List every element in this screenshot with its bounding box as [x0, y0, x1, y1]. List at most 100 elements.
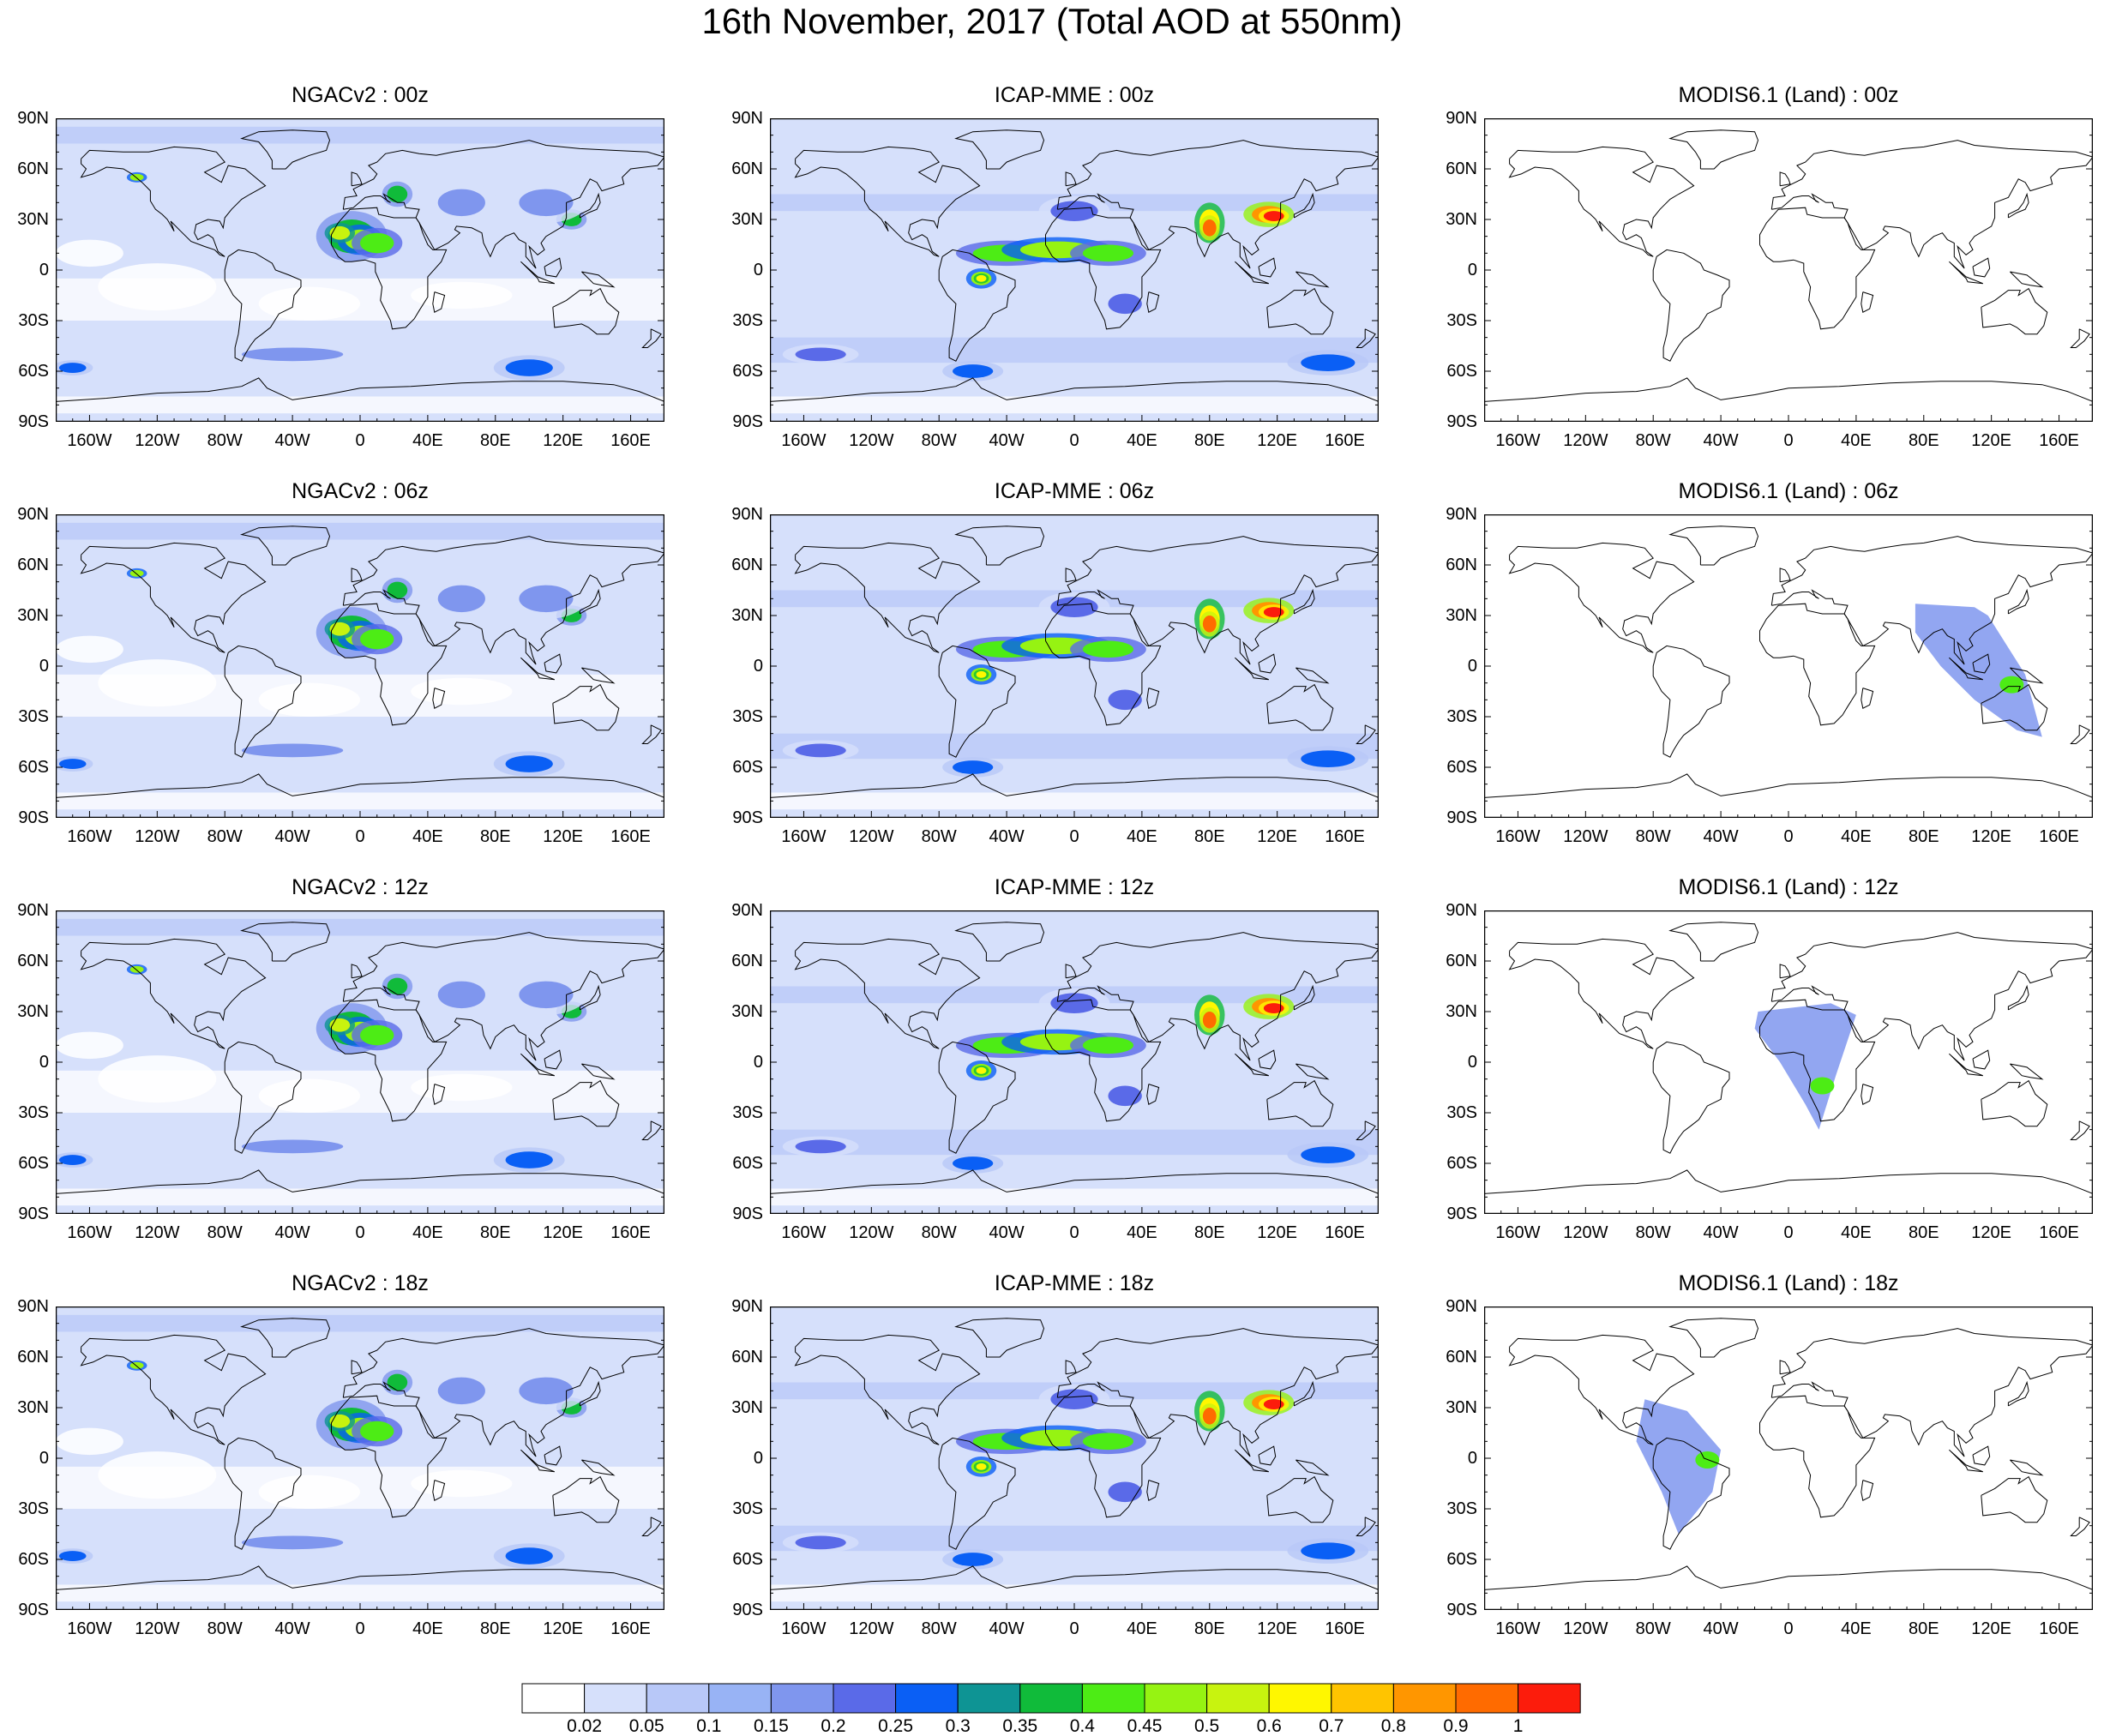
coastline — [2010, 1063, 2044, 1080]
colorbar-swatch — [1081, 1683, 1145, 1714]
lat-label: 60N — [1446, 1348, 1477, 1367]
lat-label: 60S — [1446, 758, 1477, 777]
aod-plume — [1202, 1012, 1217, 1029]
coastline — [938, 1041, 1016, 1154]
lon-label: 40W — [989, 827, 1025, 846]
aod-plume — [437, 981, 485, 1009]
lon-label: 160E — [610, 431, 651, 450]
coastline — [1652, 1041, 1730, 1154]
lon-label: 120E — [543, 431, 584, 450]
coastline — [2010, 271, 2044, 288]
coastline — [1056, 932, 1379, 1061]
lat-label: 30N — [1446, 210, 1477, 229]
lat-label: 60S — [732, 362, 763, 381]
coastline — [552, 1079, 620, 1127]
clean-air-patch — [56, 635, 123, 664]
colorbar-tick-label: 0.35 — [1002, 1716, 1038, 1736]
lat-label: 90N — [731, 109, 763, 128]
coastline — [1484, 773, 2093, 798]
lat-label: 0 — [39, 1449, 49, 1468]
aod-band — [56, 396, 664, 414]
lat-label: 60N — [731, 159, 763, 178]
aod-plume — [1050, 993, 1098, 1013]
lon-label: 40E — [412, 1223, 443, 1242]
coastline — [1146, 1084, 1160, 1105]
coastline — [1652, 645, 1730, 758]
lat-label: 30S — [1446, 311, 1477, 330]
lon-label: 40W — [274, 431, 310, 450]
coastline — [1266, 683, 1334, 731]
lon-label: 120W — [1563, 1619, 1608, 1638]
aod-band — [770, 1129, 1379, 1156]
coastline — [1045, 1395, 1162, 1518]
lat-label: 90S — [732, 412, 763, 431]
aod-plume — [1108, 689, 1142, 711]
colorbar-swatch — [521, 1683, 586, 1714]
coastline — [1981, 287, 2048, 335]
aod-plume — [795, 1535, 846, 1550]
coastline — [1779, 171, 1791, 187]
lat-label: 0 — [1467, 1053, 1477, 1072]
coastline — [1508, 542, 1695, 653]
lon-label: 160W — [67, 1223, 112, 1242]
coastline — [432, 1084, 446, 1105]
aod-plume — [58, 1155, 87, 1165]
coastline — [2007, 192, 2029, 219]
aod-plume — [129, 173, 144, 181]
coastline — [1981, 683, 2048, 731]
aod-plume — [1108, 293, 1142, 315]
coastline — [520, 1053, 555, 1077]
clean-air-patch — [98, 263, 217, 311]
lon-label: 160E — [610, 1619, 651, 1638]
aod-plume — [1202, 219, 1217, 237]
lat-label: 30N — [731, 210, 763, 229]
coastline — [80, 938, 267, 1049]
aod-plume — [953, 364, 994, 378]
aod-plume — [360, 1421, 394, 1442]
aod-plume — [795, 743, 846, 758]
colorbar-tick-label: 0.3 — [945, 1716, 971, 1736]
coastline — [552, 287, 620, 335]
lat-label: 0 — [1467, 261, 1477, 279]
colorbar-swatch — [1144, 1683, 1208, 1714]
lat-label: 60S — [1446, 362, 1477, 381]
lat-label: 60S — [18, 1550, 49, 1569]
lon-label: 0 — [355, 827, 365, 846]
lat-label: 60S — [732, 758, 763, 777]
coastline — [56, 377, 664, 402]
lon-label: 40E — [1841, 1619, 1872, 1638]
lat-label: 0 — [39, 1053, 49, 1072]
aod-plume — [437, 189, 485, 217]
colorbar-tick-label: 1 — [1512, 1716, 1524, 1736]
clean-air-patch — [56, 1427, 123, 1456]
panel-title: MODIS6.1 (Land) : 06z — [1678, 479, 1899, 503]
colorbar-swatch — [708, 1683, 772, 1714]
coastline — [1668, 922, 1759, 962]
lon-label: 80E — [1193, 431, 1225, 450]
lat-label: 90N — [1446, 901, 1477, 920]
lat-label: 90N — [731, 901, 763, 920]
lon-label: 120E — [1257, 1223, 1298, 1242]
figure-title: 16th November, 2017 (Total AOD at 550nm) — [701, 1, 1403, 41]
coastline — [2070, 724, 2090, 744]
lat-label: 30N — [1446, 606, 1477, 625]
lat-label: 90S — [18, 1601, 49, 1619]
coastline — [240, 526, 331, 566]
lat-label: 60N — [17, 1348, 49, 1367]
lat-label: 0 — [753, 1053, 763, 1072]
coastline — [1258, 1445, 1277, 1466]
lat-label: 90S — [18, 808, 49, 827]
coastline — [1668, 526, 1759, 566]
coastline — [2007, 1380, 2029, 1407]
lat-label: 60N — [17, 556, 49, 574]
lat-label: 90N — [17, 1297, 49, 1316]
lon-label: 40W — [989, 1619, 1025, 1638]
lon-label: 40E — [1841, 431, 1872, 450]
lon-label: 0 — [1783, 431, 1794, 450]
lon-label: 120E — [1971, 1619, 2012, 1638]
coastline — [1770, 1328, 2093, 1457]
colorbar-tick-label: 0.45 — [1127, 1716, 1163, 1736]
coastline — [56, 1169, 664, 1194]
lon-label: 120E — [1971, 827, 2012, 846]
lon-label: 120W — [849, 1619, 894, 1638]
